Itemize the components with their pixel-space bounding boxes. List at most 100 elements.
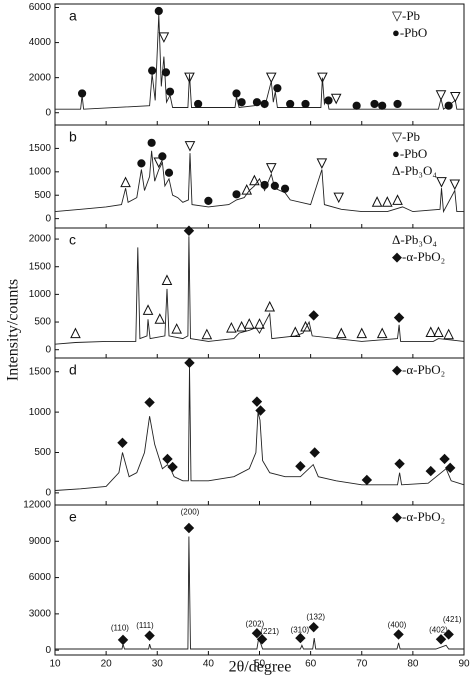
y-tick-label: 500 bbox=[34, 317, 51, 328]
peak-annotation: (202) bbox=[246, 619, 265, 628]
legend-entry: Δ-Pb₃O₄ bbox=[392, 232, 437, 247]
y-tick-label: 0 bbox=[45, 344, 51, 355]
y-axis-title: Intensity/counts bbox=[5, 279, 22, 381]
x-tick-label: 40 bbox=[203, 659, 215, 670]
marker-diamond bbox=[144, 630, 155, 641]
marker-circle bbox=[232, 190, 241, 199]
panel-label: a bbox=[69, 8, 77, 24]
marker-diamond bbox=[162, 453, 173, 465]
marker-diamond bbox=[308, 310, 319, 321]
marker-circle bbox=[147, 138, 156, 147]
y-tick-label: 4000 bbox=[29, 37, 52, 48]
marker-triangle-down bbox=[317, 72, 328, 84]
legend-entry: ●-PbO bbox=[392, 146, 427, 161]
marker-circle bbox=[260, 99, 269, 109]
marker-diamond bbox=[361, 474, 373, 486]
pattern-line bbox=[54, 366, 465, 491]
marker-diamond bbox=[425, 465, 436, 477]
marker-diamond bbox=[444, 462, 456, 474]
marker-circle bbox=[194, 99, 203, 109]
peak-annotation: (421) bbox=[443, 615, 462, 624]
marker-circle bbox=[165, 87, 175, 96]
marker-diamond bbox=[295, 461, 306, 472]
marker-diamond bbox=[309, 447, 320, 458]
marker-circle bbox=[137, 159, 146, 168]
y-tick-label: 500 bbox=[34, 447, 51, 458]
y-tick-label: 1000 bbox=[29, 407, 52, 418]
marker-diamond bbox=[439, 453, 450, 465]
x-tick-label: 20 bbox=[101, 659, 113, 670]
marker-triangle-up bbox=[382, 196, 393, 207]
marker-triangle-up bbox=[70, 327, 81, 339]
marker-triangle-up bbox=[201, 328, 213, 340]
y-tick-label: 0 bbox=[45, 645, 51, 656]
marker-circle bbox=[161, 68, 171, 77]
marker-triangle-up bbox=[264, 300, 276, 312]
marker-triangle-up bbox=[356, 327, 368, 339]
legend-entry: ▽-Pb bbox=[392, 129, 420, 144]
pattern-line bbox=[55, 536, 464, 650]
marker-circle bbox=[393, 99, 402, 109]
x-tick-label: 90 bbox=[458, 659, 470, 670]
marker-triangle-down bbox=[265, 72, 277, 84]
marker-diamond bbox=[117, 634, 129, 646]
marker-diamond bbox=[167, 461, 178, 473]
marker-circle bbox=[164, 168, 174, 177]
marker-triangle-up bbox=[161, 274, 173, 285]
y-tick-label: 2000 bbox=[29, 72, 52, 83]
y-tick-label: 2000 bbox=[29, 234, 52, 245]
marker-diamond bbox=[443, 629, 454, 640]
marker-diamond bbox=[394, 458, 405, 470]
marker-triangle-up bbox=[300, 320, 311, 332]
marker-circle bbox=[252, 98, 262, 107]
marker-triangle-down bbox=[265, 163, 277, 174]
peak-annotation: (310) bbox=[291, 625, 310, 634]
marker-circle bbox=[237, 98, 246, 107]
x-tick-label: 60 bbox=[305, 659, 317, 670]
marker-triangle-down bbox=[436, 177, 447, 188]
marker-triangle-down bbox=[435, 90, 447, 101]
y-tick-label: 6000 bbox=[29, 2, 52, 13]
x-tick-label: 80 bbox=[407, 659, 419, 670]
marker-diamond bbox=[184, 357, 195, 369]
x-tick-label: 70 bbox=[356, 659, 368, 670]
marker-circle bbox=[260, 180, 269, 190]
marker-diamond bbox=[183, 522, 195, 534]
x-tick-label: 30 bbox=[152, 659, 164, 670]
legend-entry: Δ-Pb₃O₄ bbox=[392, 163, 437, 178]
marker-triangle-up bbox=[376, 327, 388, 339]
marker-triangle-up bbox=[243, 318, 255, 329]
marker-circle bbox=[280, 184, 290, 193]
y-tick-label: 6000 bbox=[29, 572, 52, 583]
marker-circle bbox=[270, 181, 279, 190]
panel-frame bbox=[54, 357, 465, 506]
marker-triangle-down bbox=[449, 91, 461, 103]
marker-triangle-up bbox=[171, 323, 182, 334]
marker-circle bbox=[286, 99, 295, 109]
marker-triangle-down bbox=[316, 158, 328, 170]
marker-triangle-up bbox=[254, 318, 265, 329]
marker-circle bbox=[324, 96, 333, 105]
marker-circle bbox=[158, 152, 167, 161]
marker-diamond bbox=[393, 629, 404, 640]
marker-triangle-up bbox=[371, 196, 383, 207]
marker-triangle-down bbox=[333, 192, 345, 204]
marker-circle bbox=[148, 66, 157, 75]
panel-label: d bbox=[69, 362, 77, 378]
marker-triangle-up bbox=[154, 313, 166, 324]
marker-triangle-up bbox=[226, 321, 237, 333]
x-tick-label: 10 bbox=[49, 659, 61, 670]
marker-diamond bbox=[117, 437, 128, 449]
marker-triangle-up bbox=[289, 326, 301, 337]
marker-circle bbox=[444, 101, 453, 110]
marker-triangle-up bbox=[236, 320, 247, 332]
peak-annotation: (400) bbox=[388, 620, 407, 629]
marker-triangle-up bbox=[425, 326, 437, 337]
peak-annotation: (402) bbox=[429, 625, 448, 634]
y-tick-label: 3000 bbox=[29, 609, 52, 620]
panel-frame bbox=[54, 227, 465, 359]
marker-circle bbox=[378, 101, 387, 110]
marker-triangle-up bbox=[142, 304, 154, 315]
pattern-line bbox=[55, 14, 464, 110]
